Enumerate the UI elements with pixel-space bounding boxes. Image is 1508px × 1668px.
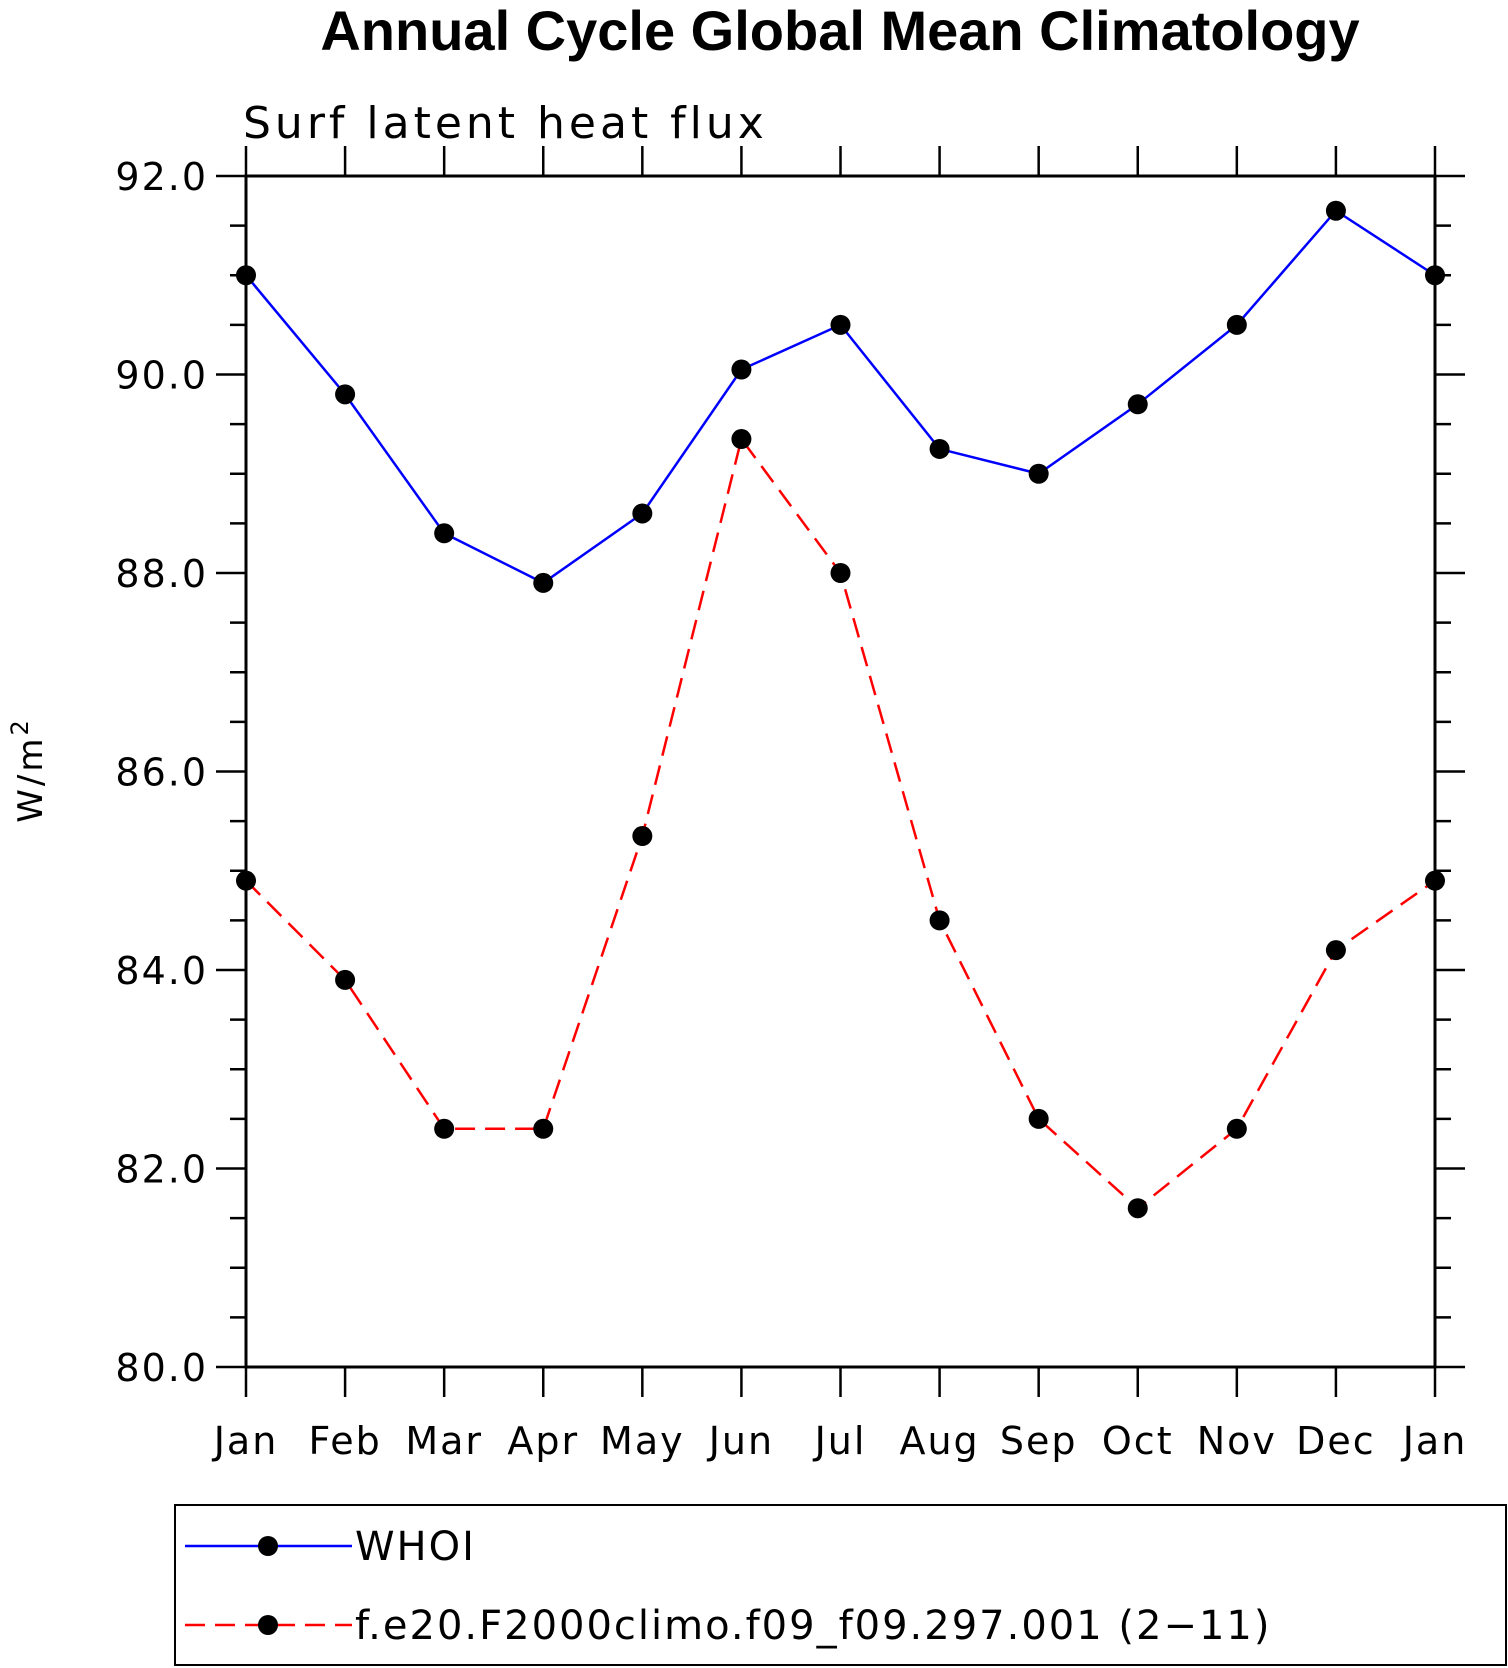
series-0-point xyxy=(1127,394,1148,415)
x-tick-label: May xyxy=(600,1419,685,1463)
plot-frame xyxy=(244,174,1437,1369)
x-tick-label: Nov xyxy=(1197,1419,1277,1463)
x-tick-label: Jan xyxy=(1401,1419,1468,1463)
series-0-point xyxy=(830,314,851,335)
series-line-0 xyxy=(245,209,1436,585)
series-0-point xyxy=(1028,463,1049,484)
y-tick-label: 86.0 xyxy=(115,751,208,795)
legend-label-model: f.e20.F2000climo.f09_f09.297.001 (2−11) xyxy=(355,1603,1271,1649)
series-1-point xyxy=(1325,940,1346,961)
y-axis-ticks: 80.0 82.0 84.0 86.0 88.0 90.0 92.0 xyxy=(115,155,1465,1390)
series-0-point xyxy=(929,438,950,459)
y-tick-label: 88.0 xyxy=(115,552,208,596)
series-0-point xyxy=(1325,200,1346,221)
x-tick-label: Apr xyxy=(507,1419,579,1463)
series-0-point xyxy=(632,503,653,524)
legend-marker-whoi xyxy=(258,1536,278,1556)
series-1-point xyxy=(1028,1108,1049,1129)
x-tick-label: Sep xyxy=(1000,1419,1078,1463)
series-line-1 xyxy=(245,436,1436,1210)
legend-label-whoi: WHOI xyxy=(355,1524,476,1570)
series-layer xyxy=(236,200,1445,1219)
series-1-point xyxy=(632,826,653,847)
series-0-point xyxy=(533,572,554,593)
y-tick-label: 82.0 xyxy=(115,1148,208,1192)
series-1-point xyxy=(434,1118,455,1139)
series-1-point xyxy=(335,969,356,990)
legend-box xyxy=(174,1504,1507,1666)
x-tick-label: Feb xyxy=(308,1419,381,1463)
x-tick-label: Jul xyxy=(813,1419,867,1463)
series-0-point xyxy=(1425,265,1445,286)
series-1-point xyxy=(533,1118,554,1139)
series-1-point xyxy=(1127,1198,1148,1219)
x-axis-ticks: Jan Feb Mar Apr May Jun Jul Aug Sep Oct Nov Dec Jan xyxy=(212,146,1468,1463)
series-1-point xyxy=(830,563,851,583)
y-tick-label: 84.0 xyxy=(115,949,208,993)
series-1-point xyxy=(731,429,752,450)
series-1-point xyxy=(1226,1118,1247,1139)
series-0-point xyxy=(434,523,455,544)
y-tick-label: 92.0 xyxy=(115,155,208,199)
y-tick-label: 90.0 xyxy=(115,354,208,398)
series-0-point xyxy=(731,359,752,380)
chart-subtitle: Surf latent heat flux xyxy=(243,98,768,149)
x-tick-label: Jun xyxy=(707,1419,774,1463)
y-tick-label: 80.0 xyxy=(115,1346,208,1390)
series-0-point xyxy=(1226,314,1247,335)
y-axis-label-superscript: 2 xyxy=(6,717,34,735)
legend: WHOI f.e20.F2000climo.f09_f09.297.001 (2… xyxy=(174,1504,1507,1666)
legend-marker-model xyxy=(258,1615,278,1635)
series-0-point xyxy=(335,384,356,405)
y-axis-label-text: W/m xyxy=(11,736,51,823)
x-tick-label: Oct xyxy=(1102,1419,1174,1463)
x-tick-label: Dec xyxy=(1296,1419,1376,1463)
series-1-point xyxy=(929,910,950,931)
x-tick-label: Mar xyxy=(405,1419,483,1463)
y-axis-label: W/m2 xyxy=(6,717,51,822)
x-tick-label: Aug xyxy=(899,1419,979,1463)
series-0-point xyxy=(236,265,256,286)
series-1-point xyxy=(1425,870,1445,891)
chart-title: Annual Cycle Global Mean Climatology xyxy=(320,0,1359,62)
series-1-point xyxy=(236,870,256,891)
x-tick-label: Jan xyxy=(212,1419,279,1463)
